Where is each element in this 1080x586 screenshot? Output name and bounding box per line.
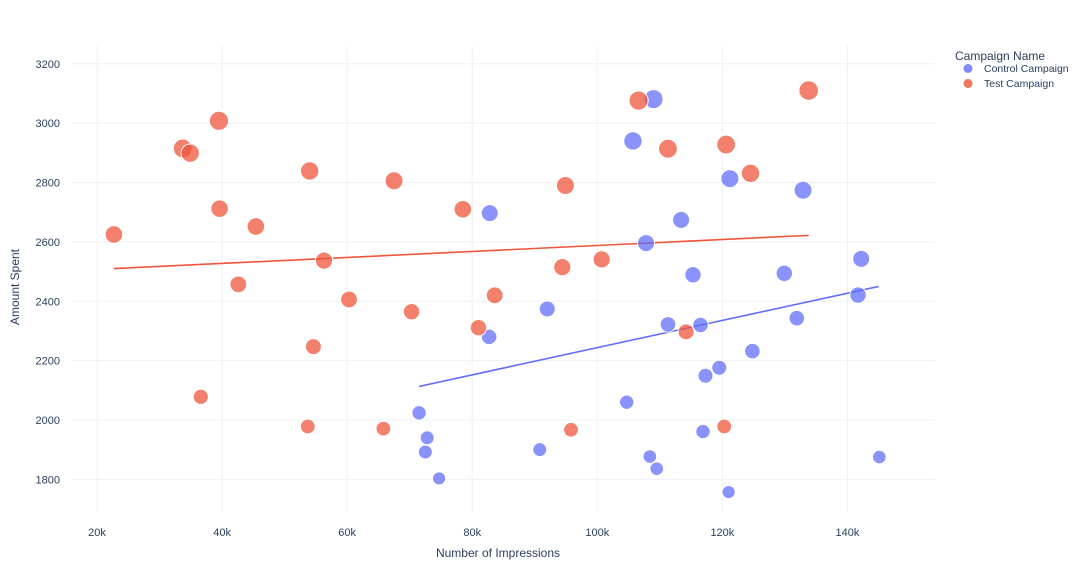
test-campaign-point: [246, 217, 266, 236]
test-campaign-point: [677, 323, 695, 341]
x-tick-label: 60k: [338, 527, 356, 539]
test-campaign-point: [485, 286, 504, 305]
control-campaign-point: [849, 286, 867, 304]
y-tick-label: 3000: [36, 118, 60, 130]
x-axis-title: Number of Impressions: [436, 546, 560, 560]
control-campaign-point: [793, 180, 813, 200]
x-tick-label: 40k: [213, 527, 231, 539]
control-campaign-point: [623, 131, 643, 151]
test-campaign-point: [299, 418, 316, 435]
control-campaign-point: [659, 316, 677, 333]
legend-entry[interactable]: Control Campaign: [984, 63, 1069, 75]
control-campaign-point: [672, 210, 691, 229]
test-campaign-point: [299, 161, 320, 181]
y-tick-label: 1800: [36, 474, 60, 486]
control-campaign-point: [692, 316, 709, 334]
y-tick-label: 2400: [36, 296, 60, 308]
x-axis-ticks: 20k 40k 60k 80k 100k 120k 140k: [88, 527, 860, 539]
test-campaign-point: [553, 258, 572, 277]
test-campaign-point: [592, 250, 611, 269]
control-campaign-point: [431, 471, 447, 486]
test-campaign-point: [469, 318, 488, 337]
test-campaign-point: [740, 163, 761, 184]
data-points: [104, 80, 887, 500]
y-axis-ticks: 1800 2000 2200 2400 2600 2800 3000 3200: [36, 59, 60, 487]
control-campaign-point: [788, 309, 806, 327]
y-tick-label: 2600: [36, 237, 60, 249]
control-campaign-point: [744, 342, 761, 360]
y-tick-label: 3200: [36, 59, 60, 71]
x-tick-label: 20k: [88, 527, 106, 539]
control-campaign-point: [618, 394, 635, 410]
control-campaign-point: [480, 204, 499, 223]
control-campaign-point: [720, 169, 740, 189]
control-campaign-point: [538, 300, 556, 318]
test-campaign-point: [229, 275, 248, 294]
legend-entry[interactable]: Test Campaign: [984, 78, 1054, 90]
y-tick-label: 2000: [36, 415, 60, 427]
test-campaign-point: [628, 90, 649, 111]
legend-marker: [963, 79, 973, 88]
control-campaign-point: [417, 444, 433, 460]
control-campaign-point: [775, 264, 793, 283]
gridlines: [72, 46, 935, 512]
control-campaign-point: [711, 359, 728, 376]
x-tick-label: 100k: [585, 527, 609, 539]
control-campaign-point: [532, 442, 548, 458]
x-tick-label: 120k: [710, 527, 734, 539]
control-campaign-point: [637, 234, 656, 253]
trendlines: [113, 234, 879, 388]
legend-marker: [963, 64, 973, 73]
test-campaign-point: [208, 110, 230, 131]
test-campaign-point: [314, 251, 334, 270]
control-campaign-point: [697, 367, 714, 384]
x-tick-label: 140k: [836, 527, 860, 539]
control-campaign-point: [721, 485, 736, 500]
test-campaign-point: [716, 418, 733, 435]
test-campaign-point: [384, 171, 404, 191]
test-campaign-point: [210, 199, 229, 218]
test-campaign-point: [180, 143, 200, 163]
test-campaign-point: [192, 388, 209, 405]
control-campaign-point: [852, 249, 871, 268]
control-campaign-point: [649, 461, 665, 476]
x-tick-label: 80k: [463, 527, 481, 539]
control-campaign-trendline: [418, 285, 879, 388]
control-campaign-point: [684, 266, 702, 284]
test-campaign-point: [716, 134, 737, 155]
test-campaign-trendline: [113, 234, 809, 270]
control-campaign-point: [695, 423, 711, 440]
test-campaign-point: [375, 420, 392, 437]
control-campaign-point: [642, 449, 658, 464]
test-campaign-point: [104, 225, 124, 244]
test-campaign-point: [658, 138, 678, 159]
test-campaign-point: [304, 338, 322, 356]
test-campaign-point: [555, 176, 575, 196]
test-campaign-point: [402, 302, 421, 321]
control-campaign-point: [419, 430, 435, 446]
y-axis-title: Amount Spent: [8, 248, 22, 325]
test-campaign-point: [340, 290, 358, 309]
legend: Campaign Name Control Campaign Test Campa…: [955, 49, 1069, 90]
test-campaign-point: [798, 80, 819, 101]
control-campaign-point: [411, 405, 427, 421]
test-campaign-point: [563, 421, 579, 438]
legend-title: Campaign Name: [955, 49, 1045, 63]
test-campaign-point: [453, 199, 473, 219]
control-campaign-point: [872, 449, 887, 465]
y-tick-label: 2800: [36, 178, 60, 190]
y-tick-label: 2200: [36, 356, 60, 368]
